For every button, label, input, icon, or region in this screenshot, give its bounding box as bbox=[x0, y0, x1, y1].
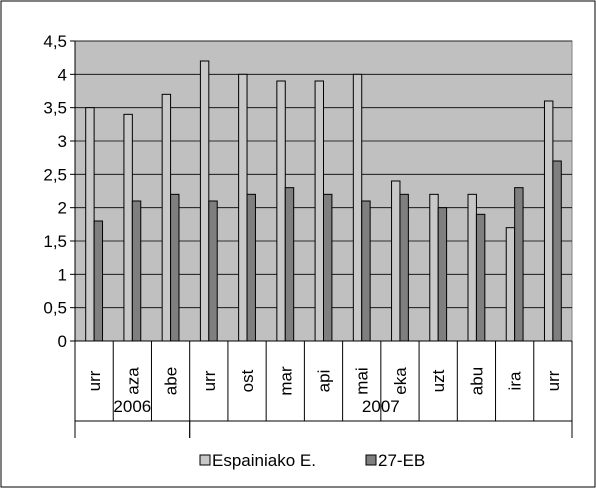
bar-series2 bbox=[399, 193, 409, 342]
y-tick-label: 1 bbox=[58, 265, 67, 284]
y-tick-label: 0 bbox=[58, 332, 67, 351]
bar-series1 bbox=[543, 100, 554, 342]
bar-series2 bbox=[208, 200, 218, 342]
bar-series1 bbox=[85, 107, 95, 342]
group-label: 2006 bbox=[113, 397, 151, 416]
x-tick-label: aza bbox=[123, 367, 142, 395]
x-tick-label: urr bbox=[544, 370, 563, 391]
legend-swatch bbox=[199, 454, 211, 466]
bar-series1 bbox=[123, 113, 133, 342]
bar-series1 bbox=[391, 180, 401, 342]
bar-series2 bbox=[552, 160, 562, 342]
x-tick-label: eka bbox=[391, 367, 410, 395]
bar-series1 bbox=[467, 193, 477, 342]
bar-series2 bbox=[323, 193, 333, 342]
bar-series1 bbox=[314, 80, 325, 342]
legend-label: Espainiako E. bbox=[212, 451, 316, 470]
y-tick-label: 2 bbox=[58, 199, 67, 218]
bar-series1 bbox=[505, 227, 516, 342]
bar-series2 bbox=[131, 200, 142, 342]
legend-label: 27-EB bbox=[378, 451, 425, 470]
y-tick-label: 4,5 bbox=[43, 32, 67, 51]
bars bbox=[85, 60, 562, 342]
bar-series1 bbox=[238, 73, 248, 342]
x-tick-label: uzt bbox=[429, 369, 448, 392]
bar-series2 bbox=[246, 193, 256, 342]
bar-series1 bbox=[276, 80, 286, 342]
x-tick-label: api bbox=[315, 370, 334, 393]
bar-series2 bbox=[284, 187, 295, 342]
x-tick-label: ost bbox=[238, 369, 257, 392]
x-tick-label: ira bbox=[506, 371, 525, 390]
y-tick-label: 2,5 bbox=[43, 165, 67, 184]
x-tick-label: urr bbox=[85, 370, 104, 391]
bar-series2 bbox=[93, 220, 104, 342]
bar-series2 bbox=[437, 207, 448, 342]
y-tick-label: 3,5 bbox=[43, 99, 67, 118]
bar-series1 bbox=[429, 193, 439, 342]
x-tick-label: abe bbox=[162, 367, 181, 395]
y-tick-label: 0,5 bbox=[43, 299, 67, 318]
bar-series2 bbox=[475, 213, 486, 342]
y-tick-label: 1,5 bbox=[43, 232, 67, 251]
legend: Espainiako E. 27-EB bbox=[199, 451, 425, 470]
bar-series1 bbox=[161, 93, 172, 342]
bar-series1 bbox=[199, 60, 210, 342]
bar-series2 bbox=[514, 187, 524, 342]
bar-series2 bbox=[361, 200, 371, 342]
y-tick-label: 4 bbox=[58, 65, 67, 84]
x-tick-label: urr bbox=[200, 370, 219, 391]
bar-series1 bbox=[352, 73, 363, 342]
x-tick-label: mar bbox=[276, 366, 295, 396]
x-tick-label: abu bbox=[467, 367, 486, 395]
bar-series2 bbox=[170, 193, 180, 342]
x-tick-label: mai bbox=[353, 367, 372, 394]
legend-swatch bbox=[365, 454, 377, 466]
y-tick-label: 3 bbox=[58, 132, 67, 151]
group-label: 2007 bbox=[362, 397, 400, 416]
